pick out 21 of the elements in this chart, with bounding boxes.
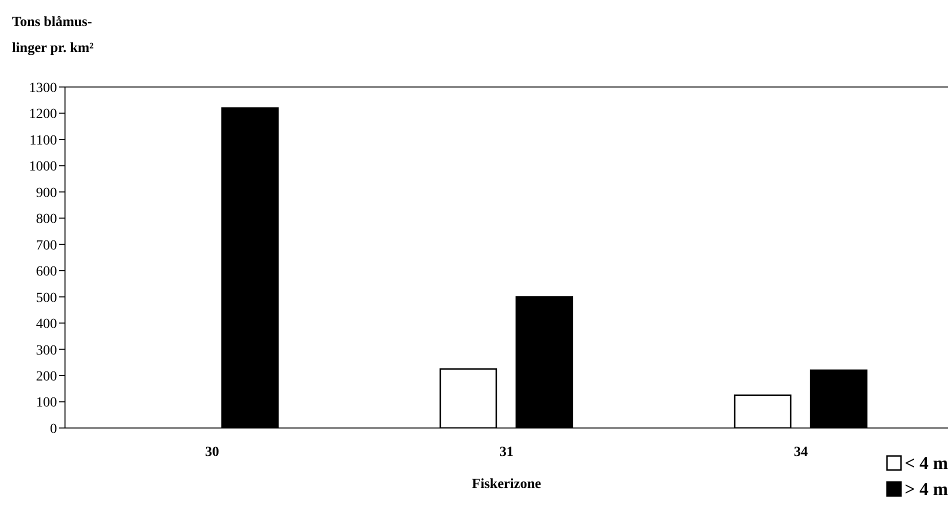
x-tick-label: 34 [794, 444, 808, 460]
x-axis-title: Fiskerizone [472, 477, 542, 492]
legend-label: > 4 m [904, 478, 948, 500]
x-tick-label: 31 [500, 444, 514, 460]
y-tick-label: 200 [36, 370, 57, 385]
y-tick-label: 600 [36, 264, 57, 280]
y-tick-label: 0 [50, 422, 57, 437]
y-tick-label: 900 [36, 186, 57, 201]
y-tick-label: 1300 [29, 80, 57, 96]
y-tick-label: 800 [36, 212, 57, 228]
y-tick-label: 500 [36, 290, 57, 306]
x-tick-label: 30 [205, 444, 220, 460]
y-tick-label: 1200 [29, 107, 57, 122]
y-tick-label: 100 [36, 396, 57, 411]
y-tick-label: 1000 [29, 160, 57, 175]
y-tick-label: 400 [36, 317, 57, 332]
legend-label: < 4 m [904, 452, 948, 474]
y-tick-label: 300 [36, 343, 57, 358]
y-tick-label: 700 [36, 238, 57, 254]
y-tick-label: 1100 [30, 133, 57, 148]
y-axis-title: Tons blåmus-linger pr. km² [12, 14, 95, 58]
